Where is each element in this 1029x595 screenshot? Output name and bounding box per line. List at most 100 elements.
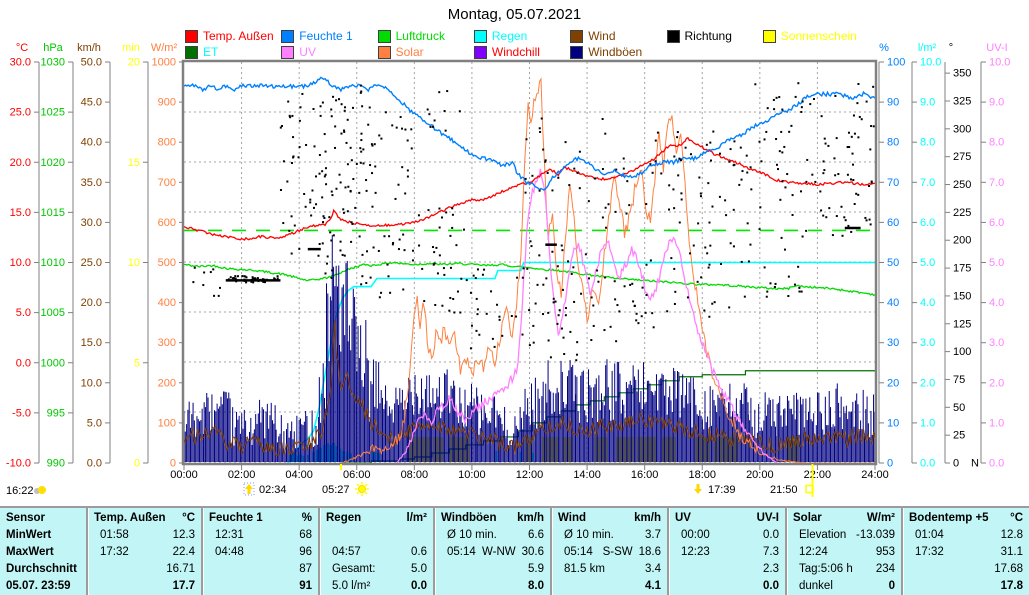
legend-item-uv: UV	[281, 45, 316, 59]
table-col-header: Wind km/h	[552, 510, 667, 527]
svg-text:7.0: 7.0	[920, 177, 935, 189]
cell-time	[441, 561, 447, 578]
cell-value: 17.68	[994, 563, 1023, 575]
svg-text:l/m²: l/m²	[918, 42, 937, 54]
svg-text:10.0: 10.0	[10, 257, 31, 269]
cell-direction: S-SW	[602, 546, 633, 558]
table-row: Elevation -13.039	[787, 527, 901, 544]
table-row: 17.7	[88, 578, 201, 595]
table-row: 91	[203, 578, 318, 595]
svg-text:200: 200	[953, 235, 971, 247]
legend-swatch	[377, 29, 391, 43]
legend-label: Wind	[588, 29, 616, 43]
table-row: 12:23 7.3	[669, 544, 785, 561]
cell-time	[558, 578, 564, 595]
svg-text:9.0: 9.0	[989, 97, 1004, 109]
cell-time: Gesamt:	[332, 563, 376, 575]
svg-text:100: 100	[953, 346, 971, 358]
svg-text:02:34: 02:34	[259, 484, 287, 496]
table-row: 05:14 S-SW 18.6	[552, 544, 667, 561]
table-row: 8.0	[435, 578, 550, 595]
svg-text:25: 25	[953, 430, 965, 442]
table-row: 04:48 96	[203, 544, 318, 561]
svg-text:1010: 1010	[41, 257, 65, 269]
svg-text:0: 0	[170, 458, 176, 470]
svg-text:1030: 1030	[41, 57, 65, 69]
svg-text:12:00: 12:00	[516, 469, 544, 481]
svg-text:40: 40	[887, 297, 899, 309]
svg-text:km/h: km/h	[77, 42, 101, 54]
legend-swatch	[570, 29, 584, 43]
svg-text:0.0: 0.0	[920, 458, 935, 470]
svg-text:25.0: 25.0	[81, 257, 102, 269]
cell-time: Tag:5:06 h	[799, 563, 853, 575]
col-unit: °C	[182, 512, 195, 524]
svg-text:5.0: 5.0	[920, 257, 935, 269]
legend-item-et: ET	[185, 45, 218, 59]
cell-value: 31.1	[1000, 546, 1023, 558]
svg-text:6.0: 6.0	[920, 217, 935, 229]
table-col-header: Sensor	[0, 510, 86, 527]
cell-value: 6.6	[528, 529, 544, 541]
svg-text:10.0: 10.0	[920, 57, 941, 69]
table-row: Durchschnitt	[0, 561, 86, 578]
svg-text:0.0: 0.0	[989, 458, 1004, 470]
legend-label: Windböen	[588, 45, 643, 59]
cell-value: 87	[299, 563, 312, 575]
row-label: 05.07. 23:59	[6, 580, 71, 592]
svg-text:4.0: 4.0	[989, 297, 1004, 309]
svg-text:17:39: 17:39	[708, 484, 736, 496]
legend-swatch	[762, 29, 776, 43]
cell-time: 05:14	[564, 546, 593, 558]
col-title: Wind	[558, 512, 586, 524]
legend-swatch	[281, 45, 295, 59]
table-row: Ø 10 min. 6.6	[435, 527, 550, 544]
table-col-bodentemp-5: Bodentemp +5 °C 01:04 12.8 17:32 31.1 17.68 17.…	[901, 508, 1029, 595]
gridlines	[184, 62, 875, 463]
cell-value: 3.4	[645, 563, 661, 575]
svg-text:20: 20	[887, 377, 899, 389]
svg-text:min: min	[122, 42, 140, 54]
col-unit: km/h	[634, 512, 661, 524]
cell-value: 0.6	[411, 546, 427, 558]
legend-swatch	[281, 29, 295, 43]
svg-text:40.0: 40.0	[81, 137, 102, 149]
cell-direction: W-NW	[481, 546, 516, 558]
col-title: Feuchte 1	[209, 512, 263, 524]
row-label: MaxWert	[6, 546, 54, 558]
cell-time: 00:00	[681, 529, 710, 541]
svg-text:5.0: 5.0	[87, 417, 102, 429]
cell-time: 5.0 l/m²	[332, 580, 371, 592]
legend-item-windb-en: Windböen	[570, 45, 642, 59]
col-unit: km/h	[517, 512, 544, 524]
series-uv	[396, 168, 778, 464]
axis-hpa: hPa 1030 1025 1020 1015 1010 1005 1000 995 990	[41, 42, 74, 470]
stats-table: Sensor MinWert MaxWert Durchschnitt 05.07. 2…	[0, 506, 1029, 595]
col-unit: %	[301, 512, 312, 524]
cell-value: 0.0	[763, 580, 779, 592]
axis-kmh: km/h 50.0 45.0 40.0 35.0 30.0 25.0 20.0 15.0 10.0…	[77, 42, 111, 470]
table-row: 5.0 l/m² 0.0	[320, 578, 433, 595]
svg-text:00:00: 00:00	[170, 469, 198, 481]
svg-text:1015: 1015	[41, 207, 65, 219]
table-col-header: Temp. Außen °C	[88, 510, 201, 527]
cell-time	[94, 561, 100, 578]
cell-value: -13.039	[855, 529, 895, 541]
cell-time	[909, 578, 915, 595]
svg-text:10.0: 10.0	[989, 57, 1010, 69]
legend-swatch	[185, 45, 198, 59]
cell-value: 91	[299, 580, 312, 592]
table-col-header: Feuchte 1%	[203, 510, 318, 527]
svg-text:4.0: 4.0	[920, 297, 935, 309]
svg-text:-10.0: -10.0	[6, 458, 31, 470]
svg-text:14:00: 14:00	[573, 469, 601, 481]
svg-text:hPa: hPa	[43, 42, 63, 54]
cell-value: 0.0	[411, 580, 427, 592]
cell-value: 3.7	[645, 529, 661, 541]
cell-time: 12:31	[215, 529, 244, 541]
table-row: 5.9	[435, 561, 550, 578]
series-richtung	[192, 82, 875, 362]
cell-time	[675, 561, 681, 578]
